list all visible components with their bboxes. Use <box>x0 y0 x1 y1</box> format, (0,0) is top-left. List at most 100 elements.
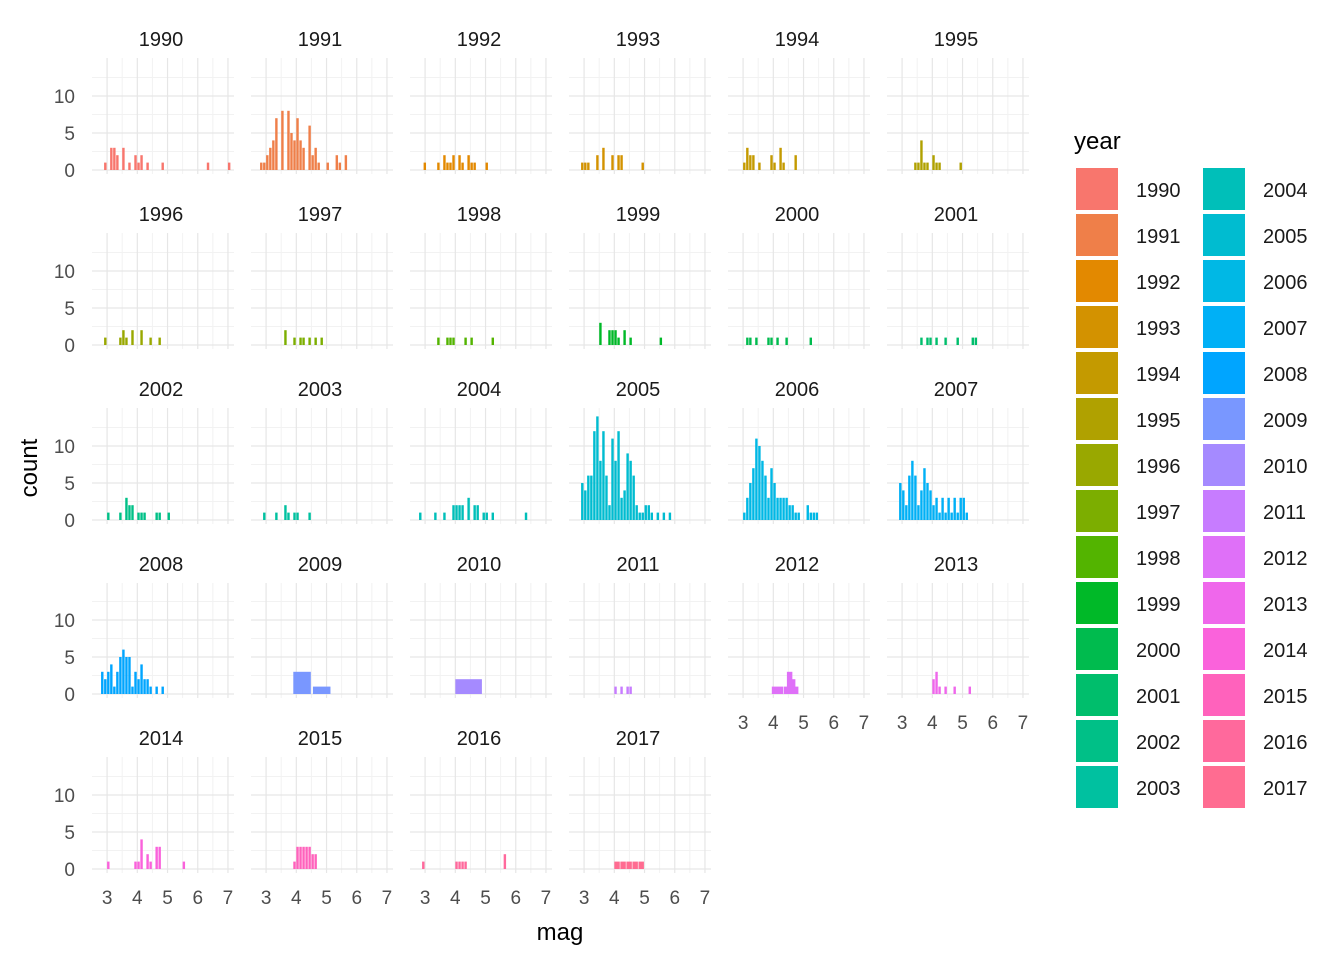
histogram-bar <box>632 861 638 869</box>
histogram-bar <box>155 512 158 520</box>
histogram-bar <box>458 155 461 170</box>
histogram-bar <box>182 861 186 869</box>
facet-strip-label: 1997 <box>298 204 343 226</box>
legend-key-2009 <box>1203 398 1245 440</box>
histogram-bar <box>815 512 819 520</box>
histogram-bar <box>296 512 299 520</box>
histogram-bar <box>770 468 773 520</box>
histogram-bar <box>122 330 125 345</box>
legend-label-2011: 2011 <box>1263 502 1306 524</box>
histogram-bar <box>920 490 923 520</box>
legend-label-1993: 1993 <box>1136 318 1181 340</box>
histogram-bar <box>470 337 473 345</box>
histogram-bar <box>125 657 128 694</box>
histogram-bar <box>423 162 427 170</box>
legend-key-2013 <box>1203 582 1245 624</box>
histogram-bar <box>935 497 938 520</box>
legend-label-2002: 2002 <box>1136 732 1181 754</box>
histogram-bar <box>623 490 626 520</box>
legend-label-1995: 1995 <box>1136 410 1181 432</box>
histogram-bar <box>293 671 311 694</box>
histogram-bar <box>122 147 125 170</box>
histogram-bar <box>290 133 293 170</box>
histogram-bar <box>758 162 761 170</box>
histogram-bar <box>293 512 296 520</box>
y-tick-label: 0 <box>64 685 75 706</box>
histogram-bar <box>749 483 752 520</box>
legend-key-2008 <box>1203 352 1245 394</box>
histogram-bar <box>302 846 305 869</box>
histogram-bar <box>335 155 339 170</box>
y-tick-label: 10 <box>54 786 75 807</box>
histogram-bar <box>449 162 452 170</box>
histogram-bar <box>974 337 978 345</box>
facet-panel-1991: 1991 <box>251 29 393 174</box>
x-axis-title: mag <box>537 919 584 946</box>
histogram-bar <box>587 475 590 520</box>
panels-layer: 1990 0 5 10 1991 1992 1993 1994 1995 1996 0 5 10 1997… <box>54 29 1029 881</box>
histogram-bar <box>281 110 284 170</box>
histogram-bar <box>938 512 941 520</box>
histogram-bar <box>107 512 110 520</box>
histogram-bar <box>491 337 494 345</box>
histogram-bar <box>641 162 644 170</box>
legend-key-1994 <box>1076 352 1118 394</box>
histogram-bar <box>227 162 231 170</box>
x-tick-label: 4 <box>927 713 938 734</box>
facet-strip-label: 1994 <box>775 29 820 51</box>
histogram-bar <box>452 337 455 345</box>
histogram-bar <box>605 475 608 520</box>
histogram-bar <box>611 155 614 170</box>
histogram-bar <box>140 330 143 345</box>
facet-strip-label: 2017 <box>616 728 661 750</box>
histogram-bar <box>308 512 311 520</box>
facet-panel-2000: 2000 <box>728 204 870 349</box>
histogram-bar <box>953 686 956 694</box>
legend-key-1993 <box>1076 306 1118 348</box>
histogram-bar <box>789 679 796 694</box>
histogram-bar <box>419 512 422 520</box>
histogram-bar <box>113 147 116 170</box>
x-tick-label: 4 <box>768 713 779 734</box>
legend-key-1990 <box>1076 168 1118 210</box>
facet-strip-label: 2007 <box>934 379 979 401</box>
facet-strip-label: 1992 <box>457 29 502 51</box>
histogram-bar <box>932 155 935 170</box>
facet-panel-2017: 2017 <box>569 728 711 873</box>
histogram-bar <box>137 512 140 520</box>
histogram-bar <box>764 475 767 520</box>
histogram-bar <box>311 854 314 869</box>
histogram-bar <box>485 162 488 170</box>
histogram-bar <box>794 155 797 170</box>
legend-key-2005 <box>1203 214 1245 256</box>
histogram-bar <box>953 497 956 520</box>
histogram-bar <box>629 460 632 520</box>
histogram-bar <box>104 162 107 170</box>
histogram-bar <box>620 497 623 520</box>
x-tick-label: 5 <box>957 713 968 734</box>
histogram-bar <box>131 330 134 345</box>
histogram-bar <box>314 854 317 869</box>
histogram-bar <box>581 483 584 520</box>
facet-strip-label: 2000 <box>775 204 820 226</box>
facet-panel-1994: 1994 <box>728 29 870 174</box>
histogram-bar <box>809 337 812 345</box>
histogram-bar <box>149 337 152 345</box>
facet-strip-label: 2014 <box>139 728 184 750</box>
legend-key-2004 <box>1203 168 1245 210</box>
x-tick-label: 6 <box>192 888 203 909</box>
histogram-bar <box>950 512 953 520</box>
histogram-bar <box>944 512 947 520</box>
histogram-bar <box>746 147 749 170</box>
histogram-bar <box>272 140 275 170</box>
facet-panel-2006: 2006 <box>728 379 870 524</box>
histogram-bar <box>635 505 638 520</box>
histogram-bar <box>611 438 614 520</box>
histogram-bar <box>461 505 464 520</box>
histogram-bar <box>641 512 644 520</box>
histogram-bar <box>771 686 784 694</box>
histogram-bar <box>119 337 122 345</box>
histogram-bar <box>128 657 131 694</box>
legend-label-1991: 1991 <box>1136 226 1181 248</box>
histogram-bar <box>140 155 143 170</box>
